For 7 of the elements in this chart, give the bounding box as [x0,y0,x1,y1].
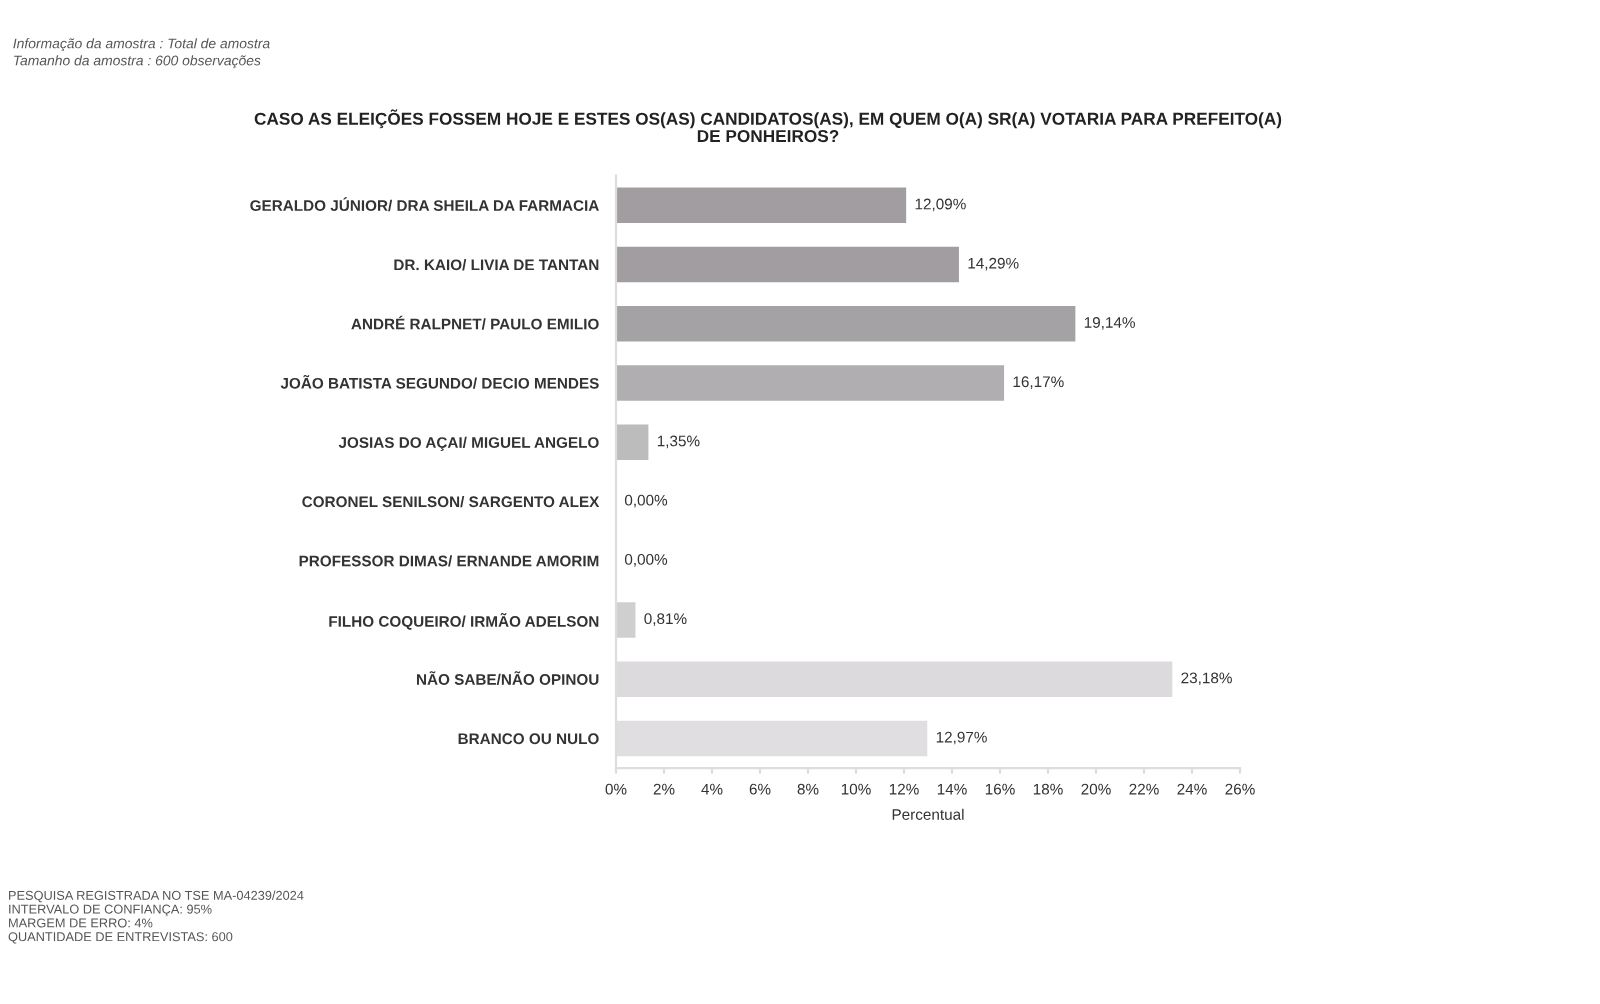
bar [616,365,1005,401]
chart-title: CASO AS ELEIÇÕES FOSSEM HOJE E ESTES OS(AS) CANDIDATOS(AS), EM QUEM O(A) SR(A) VOTARIA PARA PREFEITO(A) DE PONHEIROS? [254,109,1282,143]
bar [616,306,1076,342]
bar [616,246,959,283]
bar [616,602,636,638]
bar [616,187,907,224]
bar [616,424,649,461]
